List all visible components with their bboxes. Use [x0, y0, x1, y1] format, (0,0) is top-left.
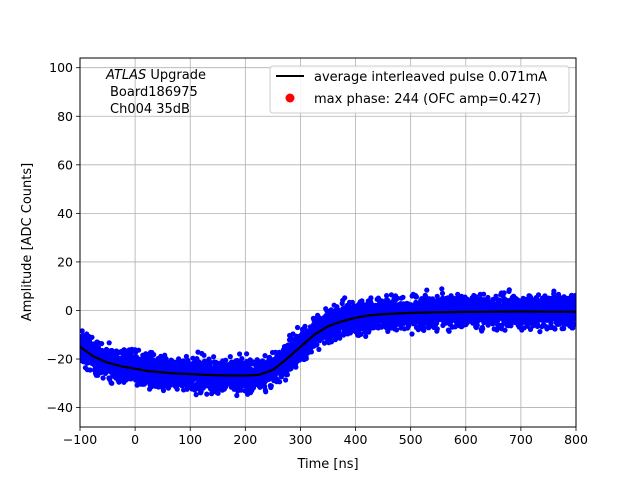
data-point: [211, 354, 217, 360]
data-point: [109, 380, 115, 386]
y-tick-label: 80: [57, 109, 73, 124]
annotation-line-1: ATLAS Upgrade: [105, 68, 206, 83]
data-point: [83, 337, 89, 343]
data-point: [193, 392, 199, 398]
y-axis-label: Amplitude [ADC Counts]: [20, 163, 35, 321]
data-point: [163, 356, 169, 362]
y-tick-label: 60: [57, 157, 73, 172]
data-point: [501, 290, 507, 296]
data-point: [106, 340, 112, 346]
data-point: [268, 383, 274, 389]
data-point: [502, 327, 508, 333]
annotation-board: Board186975: [110, 85, 198, 100]
data-point: [481, 291, 487, 297]
x-tick-label: 800: [564, 432, 588, 447]
data-point: [183, 353, 189, 360]
y-tick-label: 100: [49, 60, 73, 75]
data-point: [303, 355, 309, 362]
x-tick-label: 400: [344, 432, 368, 447]
data-point: [277, 379, 283, 385]
data-point: [302, 323, 308, 329]
data-point: [446, 328, 452, 334]
data-point: [413, 294, 420, 300]
y-tick-label: 20: [57, 254, 73, 269]
legend-label-average: average interleaved pulse 0.071mA: [314, 70, 547, 85]
data-point: [201, 352, 207, 358]
data-point: [227, 354, 233, 360]
data-point: [215, 390, 221, 396]
data-point: [239, 356, 245, 362]
x-tick-label: 500: [399, 432, 423, 447]
data-point: [283, 377, 289, 383]
data-point: [368, 295, 374, 301]
legend: average interleaved pulse 0.071mA max ph…: [269, 65, 570, 114]
annotation-atlas: ATLAS: [105, 68, 146, 83]
data-point: [284, 372, 290, 378]
data-point: [439, 290, 446, 296]
legend-label-max-phase: max phase: 244 (OFC amp=0.427): [314, 92, 541, 107]
data-point: [100, 375, 106, 381]
data-point: [434, 326, 440, 332]
legend-marker-swatch: [285, 93, 295, 103]
data-point: [80, 328, 85, 334]
y-tick-label: 0: [65, 303, 73, 318]
annotation-upgrade: Upgrade: [146, 68, 206, 83]
x-tick-label: 700: [509, 432, 533, 447]
y-tick-label: −20: [47, 352, 73, 367]
data-point: [294, 324, 301, 331]
x-tick-label: 100: [178, 432, 202, 447]
x-tick-label: 300: [289, 432, 313, 447]
x-axis-label: Time [ns]: [296, 457, 358, 472]
x-tick-label: 0: [131, 432, 139, 447]
data-point: [485, 294, 491, 301]
data-point: [342, 295, 348, 301]
data-point: [238, 387, 244, 393]
data-point: [89, 334, 95, 340]
data-point: [293, 364, 299, 370]
x-tick-label: 200: [233, 432, 257, 447]
data-point: [234, 392, 240, 399]
y-tick-label: 40: [57, 206, 73, 221]
data-point: [363, 333, 369, 339]
x-tick-label: −100: [63, 432, 97, 447]
data-point: [537, 329, 543, 335]
data-point: [400, 294, 406, 300]
data-point: [160, 387, 167, 394]
data-point: [424, 287, 430, 293]
data-point: [109, 348, 115, 354]
data-point: [263, 389, 269, 395]
data-point: [439, 286, 445, 292]
data-point: [99, 341, 105, 347]
data-point: [394, 327, 400, 333]
data-point: [237, 351, 243, 357]
annotation-channel: Ch004 35dB: [110, 102, 190, 117]
data-point: [552, 326, 558, 332]
data-point: [174, 386, 180, 392]
data-point: [506, 287, 512, 293]
x-tick-label: 600: [454, 432, 478, 447]
y-tick-label: −40: [47, 400, 73, 415]
data-point: [87, 367, 93, 373]
data-point: [223, 357, 229, 363]
data-point: [204, 391, 210, 397]
data-point: [244, 351, 250, 357]
data-point: [308, 349, 314, 355]
data-point: [409, 331, 415, 337]
data-point: [480, 326, 486, 332]
data-point: [551, 288, 557, 294]
data-point: [316, 346, 322, 352]
data-point: [136, 347, 142, 353]
data-point: [151, 352, 157, 358]
